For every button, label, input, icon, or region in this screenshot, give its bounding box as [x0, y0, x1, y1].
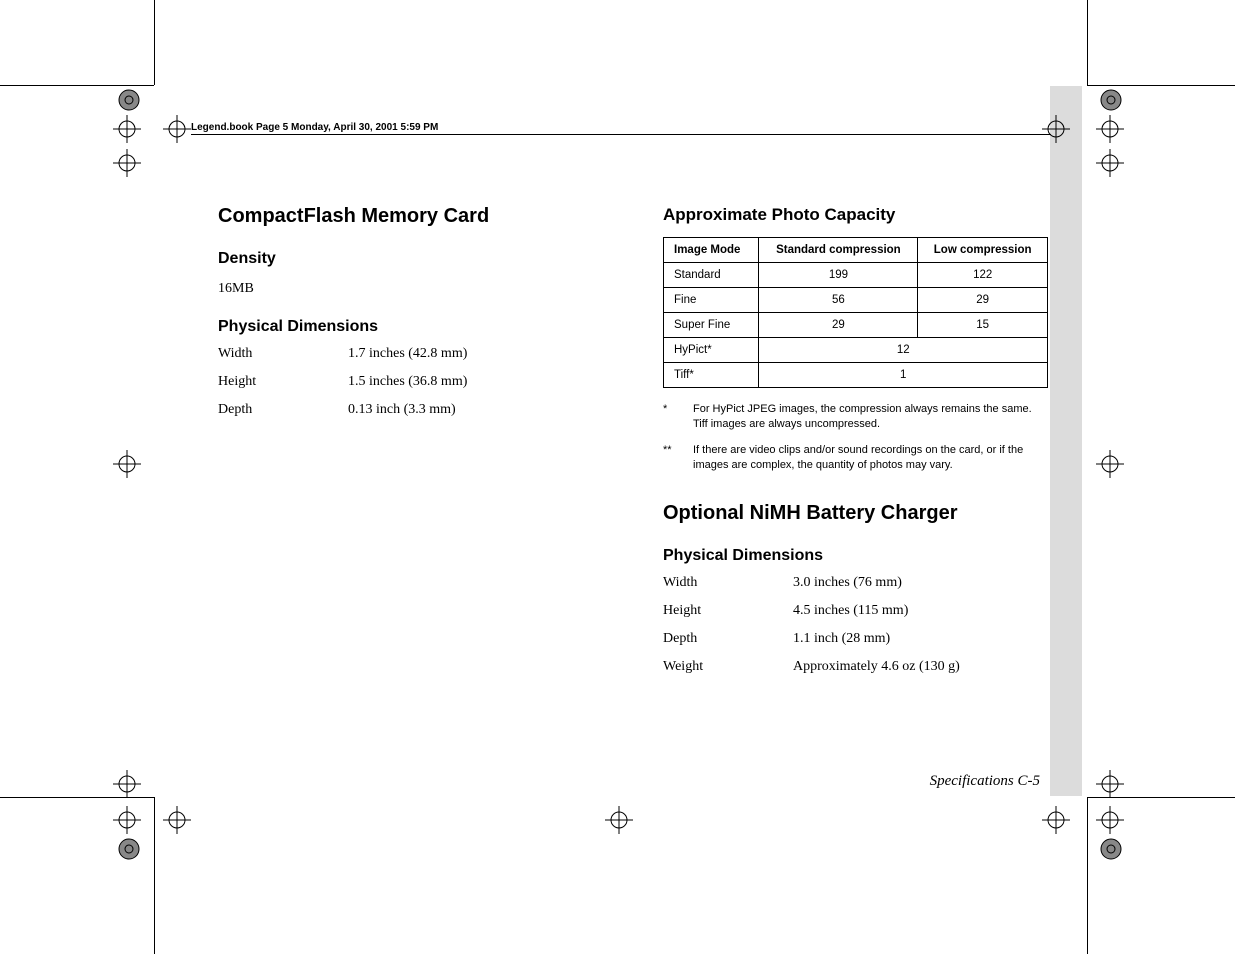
spec-label: Width [663, 575, 793, 591]
crop-line [1087, 797, 1088, 954]
corner-ball-icon [118, 89, 140, 111]
spec-value: 1.7 inches (42.8 mm) [348, 346, 467, 362]
registration-mark-icon [1096, 115, 1124, 143]
cell-mode: Fine [664, 288, 759, 313]
footnote-mark: * [663, 402, 693, 433]
crop-line [154, 797, 155, 954]
cell-merged: 12 [759, 338, 1048, 363]
footnote: *For HyPict JPEG images, the compression… [663, 402, 1048, 433]
table-header: Standard compression [759, 238, 918, 263]
corner-ball-icon [118, 838, 140, 860]
cell-low: 29 [918, 288, 1048, 313]
table-row: Tiff*1 [664, 363, 1048, 388]
thumb-tab [1050, 86, 1082, 796]
registration-mark-icon [113, 115, 141, 143]
spec-row: Width3.0 inches (76 mm) [663, 575, 1048, 591]
spec-label: Height [663, 603, 793, 619]
subheading-charger-dims: Physical Dimensions [663, 547, 1048, 565]
table-header: Low compression [918, 238, 1048, 263]
registration-mark-icon [113, 806, 141, 834]
registration-mark-icon [1096, 450, 1124, 478]
registration-mark-icon [163, 115, 191, 143]
cell-mode: Super Fine [664, 313, 759, 338]
content-area: CompactFlash Memory Card Density 16MB Ph… [218, 205, 1048, 687]
subheading-capacity: Approximate Photo Capacity [663, 205, 1048, 225]
crop-line [0, 85, 154, 86]
page-footer: Specifications C-5 [930, 773, 1040, 790]
cell-mode: Standard [664, 263, 759, 288]
registration-mark-icon [113, 149, 141, 177]
registration-mark-icon [1096, 806, 1124, 834]
spec-value: 0.13 inch (3.3 mm) [348, 402, 456, 418]
footnote-mark: ** [663, 443, 693, 474]
cell-mode: HyPict* [664, 338, 759, 363]
registration-mark-icon [1096, 770, 1124, 798]
spec-row: Depth1.1 inch (28 mm) [663, 631, 1048, 647]
crop-line [1087, 0, 1088, 85]
spec-row: Height1.5 inches (36.8 mm) [218, 374, 603, 390]
registration-mark-icon [163, 806, 191, 834]
subheading-density: Density [218, 250, 603, 268]
spec-value: 3.0 inches (76 mm) [793, 575, 902, 591]
cell-mode: Tiff* [664, 363, 759, 388]
registration-mark-icon [113, 450, 141, 478]
footnote: **If there are video clips and/or sound … [663, 443, 1048, 474]
cell-low: 122 [918, 263, 1048, 288]
right-column: Approximate Photo Capacity Image ModeSta… [663, 205, 1048, 687]
spec-label: Width [218, 346, 348, 362]
table-row: HyPict*12 [664, 338, 1048, 363]
spec-value: Approximately 4.6 oz (130 g) [793, 659, 960, 675]
registration-mark-icon [605, 806, 633, 834]
subheading-dimensions: Physical Dimensions [218, 318, 603, 336]
header-rule [191, 134, 1051, 135]
footnote-text: If there are video clips and/or sound re… [693, 443, 1048, 474]
crop-line [1087, 85, 1235, 86]
crop-line [154, 0, 155, 85]
table-row: Fine5629 [664, 288, 1048, 313]
footnote-text: For HyPict JPEG images, the compression … [693, 402, 1048, 433]
registration-mark-icon [1042, 115, 1070, 143]
page: Legend.book Page 5 Monday, April 30, 200… [0, 0, 1235, 954]
table-row: Super Fine2915 [664, 313, 1048, 338]
spec-label: Height [218, 374, 348, 390]
spec-label: Depth [218, 402, 348, 418]
cell-low: 15 [918, 313, 1048, 338]
section-heading-charger: Optional NiMH Battery Charger [663, 502, 1048, 525]
cell-merged: 1 [759, 363, 1048, 388]
cell-std: 56 [759, 288, 918, 313]
spec-row: Depth0.13 inch (3.3 mm) [218, 402, 603, 418]
spec-label: Depth [663, 631, 793, 647]
registration-mark-icon [1042, 806, 1070, 834]
registration-mark-icon [1096, 149, 1124, 177]
registration-mark-icon [113, 770, 141, 798]
spec-row: Height4.5 inches (115 mm) [663, 603, 1048, 619]
spec-value: 1.5 inches (36.8 mm) [348, 374, 467, 390]
corner-ball-icon [1100, 838, 1122, 860]
running-header: Legend.book Page 5 Monday, April 30, 200… [191, 122, 438, 133]
spec-value: 4.5 inches (115 mm) [793, 603, 908, 619]
spec-row: WeightApproximately 4.6 oz (130 g) [663, 659, 1048, 675]
density-value: 16MB [218, 278, 603, 300]
cell-std: 29 [759, 313, 918, 338]
spec-label: Weight [663, 659, 793, 675]
corner-ball-icon [1100, 89, 1122, 111]
table-header: Image Mode [664, 238, 759, 263]
section-heading: CompactFlash Memory Card [218, 205, 603, 228]
spec-value: 1.1 inch (28 mm) [793, 631, 890, 647]
table-row: Standard199122 [664, 263, 1048, 288]
left-column: CompactFlash Memory Card Density 16MB Ph… [218, 205, 603, 687]
cell-std: 199 [759, 263, 918, 288]
capacity-table: Image ModeStandard compressionLow compre… [663, 237, 1048, 388]
spec-row: Width1.7 inches (42.8 mm) [218, 346, 603, 362]
